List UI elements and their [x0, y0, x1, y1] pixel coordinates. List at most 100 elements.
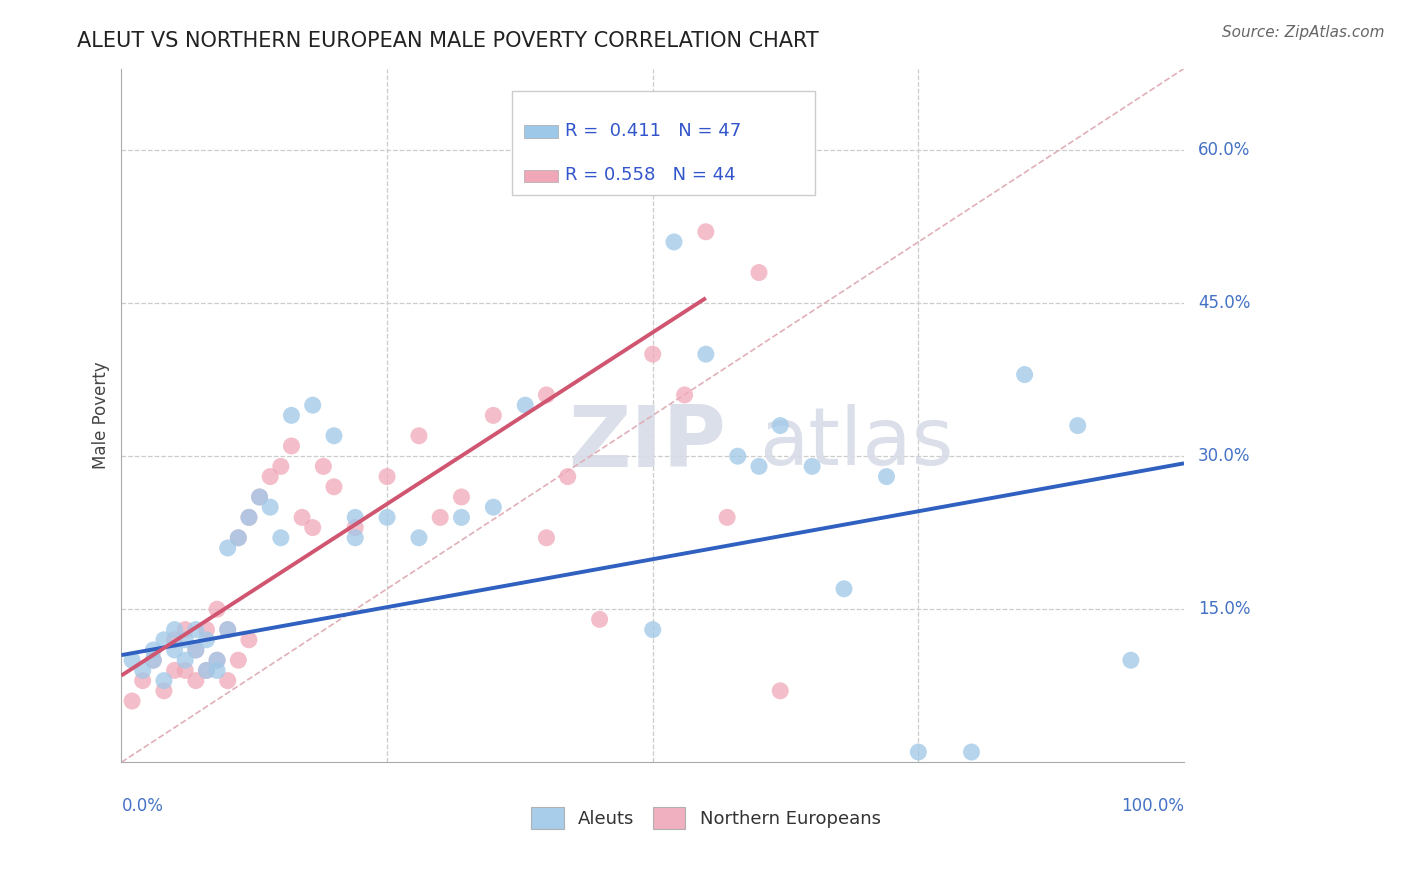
- Point: [641, 623, 664, 637]
- Point: [121, 694, 143, 708]
- Point: [270, 531, 292, 545]
- Point: [482, 409, 505, 423]
- Point: [960, 745, 983, 759]
- Point: [249, 490, 271, 504]
- Point: [695, 225, 717, 239]
- Point: [301, 520, 323, 534]
- Point: [131, 673, 153, 688]
- Point: [238, 510, 260, 524]
- Point: [557, 469, 579, 483]
- Point: [217, 623, 239, 637]
- Point: [291, 510, 314, 524]
- Point: [163, 623, 186, 637]
- Point: [429, 510, 451, 524]
- Point: [205, 664, 228, 678]
- Point: [450, 510, 472, 524]
- Point: [184, 623, 207, 637]
- Point: [238, 510, 260, 524]
- Point: [323, 480, 346, 494]
- Point: [184, 643, 207, 657]
- Point: [695, 347, 717, 361]
- Point: [727, 449, 749, 463]
- Point: [312, 459, 335, 474]
- Point: [174, 664, 197, 678]
- Point: [344, 510, 367, 524]
- Text: ALEUT VS NORTHERN EUROPEAN MALE POVERTY CORRELATION CHART: ALEUT VS NORTHERN EUROPEAN MALE POVERTY …: [77, 31, 820, 51]
- Point: [195, 632, 218, 647]
- Point: [174, 632, 197, 647]
- Point: [301, 398, 323, 412]
- Point: [323, 429, 346, 443]
- Point: [280, 439, 302, 453]
- Point: [408, 531, 430, 545]
- Point: [142, 653, 165, 667]
- Point: [1119, 653, 1142, 667]
- Point: [131, 664, 153, 678]
- Point: [1014, 368, 1036, 382]
- Point: [217, 623, 239, 637]
- Point: [205, 653, 228, 667]
- Point: [344, 531, 367, 545]
- Point: [801, 459, 824, 474]
- Point: [536, 531, 558, 545]
- Point: [195, 664, 218, 678]
- Point: [662, 235, 685, 249]
- Point: [408, 429, 430, 443]
- Point: [748, 459, 770, 474]
- Text: 100.0%: 100.0%: [1121, 797, 1184, 815]
- Text: R = 0.558   N = 44: R = 0.558 N = 44: [565, 166, 735, 185]
- Point: [259, 469, 281, 483]
- Point: [142, 653, 165, 667]
- Point: [184, 643, 207, 657]
- Point: [748, 266, 770, 280]
- Point: [876, 469, 898, 483]
- Point: [238, 632, 260, 647]
- Point: [515, 398, 537, 412]
- Point: [153, 632, 176, 647]
- Point: [375, 469, 398, 483]
- Point: [716, 510, 738, 524]
- Point: [769, 683, 792, 698]
- Point: [270, 459, 292, 474]
- Point: [217, 541, 239, 555]
- Point: [832, 582, 855, 596]
- Point: [142, 643, 165, 657]
- Point: [163, 643, 186, 657]
- Point: [1067, 418, 1090, 433]
- Point: [344, 520, 367, 534]
- Point: [259, 500, 281, 515]
- Point: [228, 531, 250, 545]
- Point: [588, 612, 610, 626]
- Text: R =  0.411   N = 47: R = 0.411 N = 47: [565, 122, 741, 140]
- Point: [641, 347, 664, 361]
- Point: [482, 500, 505, 515]
- Point: [174, 653, 197, 667]
- Point: [153, 673, 176, 688]
- Point: [450, 490, 472, 504]
- Point: [174, 623, 197, 637]
- Point: [195, 664, 218, 678]
- Y-axis label: Male Poverty: Male Poverty: [93, 361, 110, 469]
- Point: [153, 683, 176, 698]
- Point: [228, 653, 250, 667]
- Point: [907, 745, 929, 759]
- Point: [163, 632, 186, 647]
- Point: [217, 673, 239, 688]
- Point: [195, 623, 218, 637]
- Point: [769, 418, 792, 433]
- Point: [536, 388, 558, 402]
- Text: 45.0%: 45.0%: [1198, 294, 1250, 312]
- Text: 0.0%: 0.0%: [121, 797, 163, 815]
- Text: ZIP: ZIP: [568, 401, 725, 484]
- Point: [205, 602, 228, 616]
- Point: [205, 653, 228, 667]
- Point: [184, 673, 207, 688]
- Text: 60.0%: 60.0%: [1198, 141, 1250, 159]
- Legend: Aleuts, Northern Europeans: Aleuts, Northern Europeans: [524, 800, 887, 837]
- Point: [163, 664, 186, 678]
- Point: [228, 531, 250, 545]
- Point: [121, 653, 143, 667]
- Text: 15.0%: 15.0%: [1198, 600, 1250, 618]
- Point: [375, 510, 398, 524]
- Point: [673, 388, 696, 402]
